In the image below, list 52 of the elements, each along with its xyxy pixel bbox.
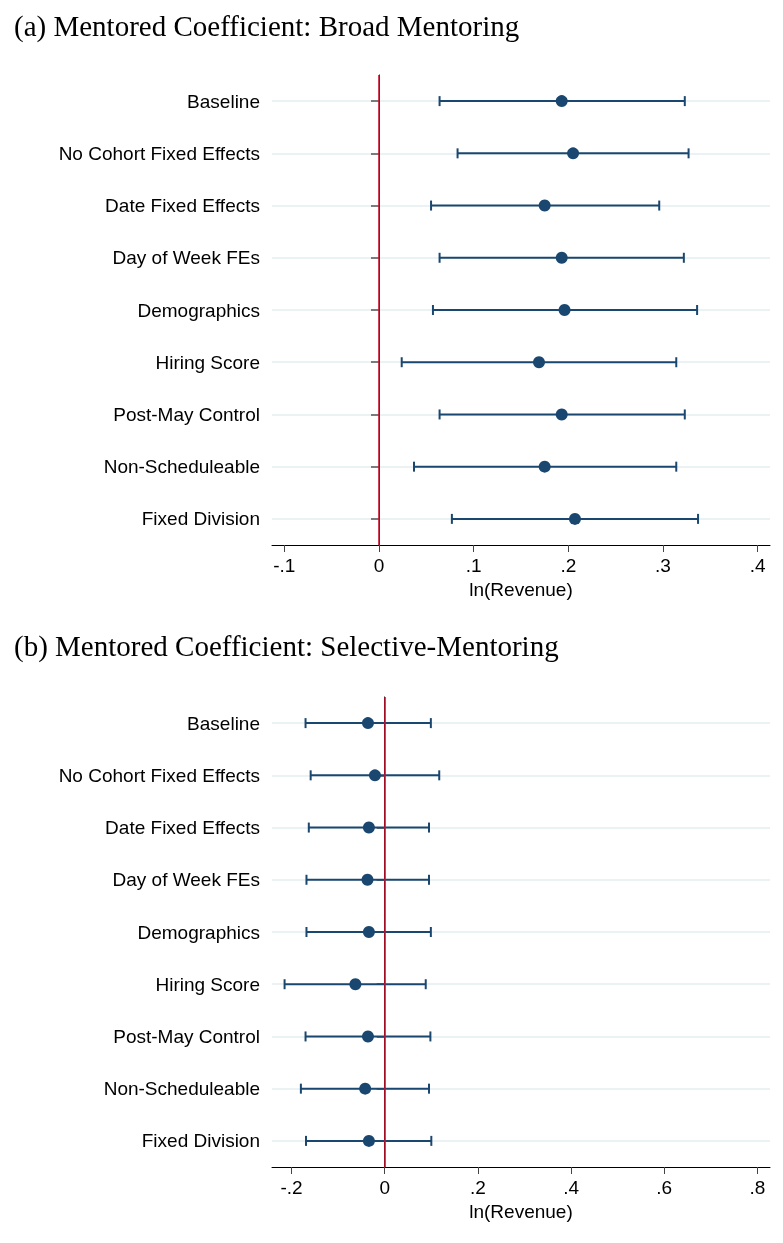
x-tick-label: .3 (655, 555, 671, 576)
y-tick-label: Fixed Division (141, 508, 260, 530)
x-tick-label: -.2 (280, 1177, 303, 1198)
y-tick-label: Non-Scheduleable (103, 456, 260, 478)
x-tick-label: .4 (563, 1177, 580, 1198)
x-tick-label: .8 (749, 1177, 766, 1198)
chart-title: (a) Mentored Coefficient: Broad Mentoring (14, 9, 520, 43)
point (361, 1030, 374, 1043)
point (555, 95, 568, 108)
y-tick-label: Day of Week FEs (112, 869, 260, 891)
point (362, 926, 375, 938)
y-tick-label: Date Fixed Effects (105, 195, 260, 217)
point (555, 408, 568, 421)
y-tick-label: Demographics (137, 921, 260, 943)
y-tick-label: Hiring Score (155, 351, 260, 373)
y-tick-label: Hiring Score (155, 973, 260, 995)
x-tick-label: 0 (373, 555, 385, 576)
y-tick-label: Day of Week FEs (112, 247, 260, 269)
point (538, 460, 551, 473)
point (568, 512, 581, 525)
y-tick-label: Fixed Division (141, 1130, 260, 1152)
point (538, 199, 551, 212)
point (361, 873, 374, 886)
y-tick-label: Post-May Control (113, 403, 260, 425)
point (362, 821, 375, 834)
x-axis-title: ln(Revenue) (469, 1200, 573, 1222)
y-tick-label: Date Fixed Effects (105, 817, 260, 839)
point (368, 769, 381, 782)
x-tick-label: -.1 (273, 555, 296, 576)
point (558, 304, 571, 316)
y-tick-label: Baseline (187, 90, 260, 112)
x-axis-title: ln(Revenue) (469, 578, 573, 600)
x-tick-label: .6 (656, 1177, 673, 1198)
point (349, 978, 362, 991)
y-tick-label: Demographics (137, 299, 260, 321)
y-tick-label: Post-May Control (113, 1025, 260, 1047)
x-tick-label: .1 (465, 555, 482, 576)
point (362, 1134, 375, 1147)
x-tick-label: .4 (749, 555, 767, 576)
point (567, 147, 580, 160)
y-tick-label: Baseline (187, 712, 260, 734)
y-tick-label: No Cohort Fixed Effects (58, 764, 260, 786)
x-tick-label: 0 (379, 1177, 391, 1198)
x-tick-label: .2 (560, 555, 577, 576)
point (533, 356, 545, 369)
chart-title: (b) Mentored Coefficient: Selective-Mentoring (14, 629, 559, 663)
y-tick-label: Non-Scheduleable (103, 1078, 260, 1100)
point (555, 251, 568, 264)
point (359, 1082, 372, 1095)
y-tick-label: No Cohort Fixed Effects (58, 142, 260, 164)
point (361, 717, 374, 730)
x-tick-label: .2 (469, 1177, 486, 1198)
